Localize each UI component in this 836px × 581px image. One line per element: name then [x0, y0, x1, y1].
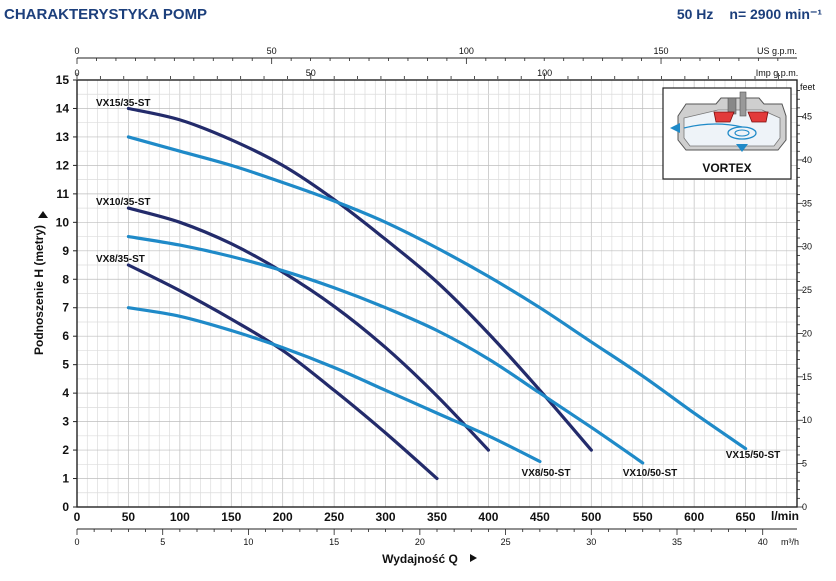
y-axis-title: Podnoszenie H (metry): [32, 225, 46, 355]
y-tick-label: 6: [62, 329, 69, 343]
y-tick-label: 2: [62, 443, 69, 457]
feet-tick-label: 45: [802, 112, 812, 122]
x-tick-label: 550: [633, 510, 653, 524]
x-tick-label: 250: [324, 510, 344, 524]
vortex-label: VORTEX: [702, 161, 751, 175]
x-axis-arrow: [470, 554, 477, 562]
x-tick-label: 650: [736, 510, 756, 524]
x-tick-label: 450: [530, 510, 550, 524]
feet-tick-label: 30: [802, 242, 812, 252]
feet-tick-label: 20: [802, 328, 812, 338]
y-tick-label: 15: [56, 73, 70, 87]
feet-tick-label: 25: [802, 285, 812, 295]
y-tick-label: 13: [56, 130, 70, 144]
m3h-tick-label: 15: [329, 537, 339, 547]
us-gpm-tick-label: 50: [267, 46, 277, 56]
curve-vx15-35-st: [126, 106, 593, 452]
m3h-unit-label: m³/h: [781, 537, 799, 547]
feet-tick-label: 0: [802, 502, 807, 512]
vortex-inset: VORTEX: [662, 87, 792, 180]
y-tick-label: 3: [62, 415, 69, 429]
y-tick-label: 12: [56, 158, 70, 172]
x-unit-label: l/min: [771, 509, 799, 523]
y-tick-label: 8: [62, 272, 69, 286]
y-tick-label: 10: [56, 215, 70, 229]
x-tick-label: 0: [74, 510, 81, 524]
feet-tick-label: 10: [802, 415, 812, 425]
y-tick-label: 5: [62, 358, 69, 372]
plot-border: [76, 79, 798, 508]
us-gpm-tick-label: 0: [74, 46, 79, 56]
x-tick-label: 400: [478, 510, 498, 524]
x-tick-label: 50: [122, 510, 136, 524]
series-label-vx8-50-st: VX8/50-ST: [522, 468, 571, 479]
curve-vx8-35-st: [126, 263, 439, 481]
imp-gpm-unit-label: Imp g.p.m.: [756, 68, 799, 78]
m3h-tick-label: 30: [586, 537, 596, 547]
curve-vx15-50-st: [126, 135, 748, 451]
feet-tick-label: 5: [802, 459, 807, 469]
curve-vx10-35-st: [126, 206, 490, 452]
y-tick-label: 7: [62, 301, 69, 315]
m3h-tick-label: 35: [672, 537, 682, 547]
y-tick-label: 14: [56, 101, 70, 115]
m3h-tick-label: 40: [758, 537, 768, 547]
curve-vx8-50-st: [126, 306, 542, 464]
series-label-vx8-35-st: VX8/35-ST: [96, 254, 145, 265]
us-gpm-tick-label: 150: [654, 46, 669, 56]
imp-gpm-tick-label: 100: [537, 68, 552, 78]
series-label-vx15-35-st: VX15/35-ST: [96, 98, 150, 109]
series-label-vx15-50-st: VX15/50-ST: [726, 450, 780, 461]
y-tick-label: 0: [62, 500, 69, 514]
y-axis-arrow: [38, 211, 48, 218]
m3h-tick-label: 5: [160, 537, 165, 547]
m3h-tick-label: 20: [415, 537, 425, 547]
us-gpm-unit-label: US g.p.m.: [757, 46, 797, 56]
series-labels: VX15/35-ST VX15/50-ST VX10/35-ST VX10/50-ST…: [96, 98, 780, 479]
us-gpm-tick-label: 100: [459, 46, 474, 56]
x-tick-label: 200: [273, 510, 293, 524]
y-tick-label: 9: [62, 244, 69, 258]
x-axis-title: Wydajność Q: [382, 552, 458, 566]
vortex-pump-icon: [670, 91, 787, 152]
page-title: CHARAKTERYSTYKA POMP: [4, 6, 208, 23]
feet-tick-label: 35: [802, 198, 812, 208]
series-label-vx10-50-st: VX10/50-ST: [623, 468, 677, 479]
feet-unit-label: feet: [800, 82, 816, 92]
curve-vx10-50-st: [126, 235, 645, 465]
x-tick-label: 500: [581, 510, 601, 524]
x-tick-label: 150: [221, 510, 241, 524]
feet-tick-label: 15: [802, 372, 812, 382]
chart-grid: [76, 79, 798, 508]
chart-series: [126, 106, 748, 481]
m3h-tick-label: 25: [501, 537, 511, 547]
y-tick-label: 11: [56, 187, 69, 201]
speed-spec: 50 Hz n= 2900 min⁻¹: [677, 6, 822, 23]
m3h-tick-label: 10: [243, 537, 253, 547]
m3h-tick-label: 0: [74, 537, 79, 547]
x-tick-label: 300: [376, 510, 396, 524]
x-tick-label: 600: [684, 510, 704, 524]
x-tick-label: 350: [427, 510, 447, 524]
x-tick-label: 100: [170, 510, 190, 524]
frequency-label: 50 Hz: [676, 6, 714, 22]
feet-tick-label: 40: [802, 155, 812, 165]
speed-label: n= 2900 min⁻¹: [729, 6, 822, 22]
series-label-vx10-35-st: VX10/35-ST: [96, 197, 150, 208]
imp-gpm-tick-label: 50: [306, 68, 316, 78]
imp-gpm-tick-label: 0: [74, 68, 79, 78]
chart-axes: 0 50 100 150 200 250 300 350 400 450 500 550 600 650 l…: [32, 46, 816, 566]
y-tick-label: 4: [62, 386, 69, 400]
y-tick-label: 1: [62, 472, 69, 486]
plot-frame: [76, 79, 798, 508]
